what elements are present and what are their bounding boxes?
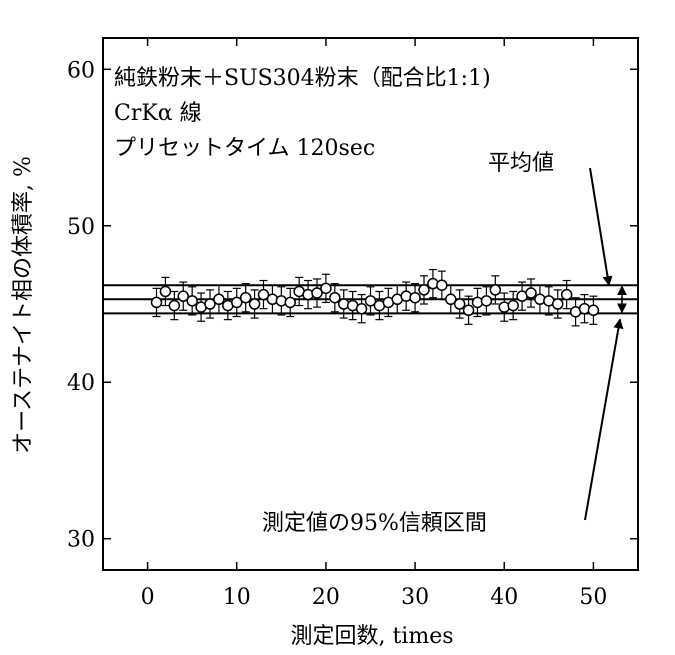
data-point <box>355 302 368 315</box>
y-tick-label: 60 <box>67 58 95 83</box>
data-point <box>150 296 163 309</box>
chart-title-line-3: プリセットタイム 120sec <box>114 136 375 161</box>
data-point <box>462 304 475 317</box>
data-point <box>329 291 341 304</box>
data-point <box>248 298 261 310</box>
data-point <box>587 304 600 317</box>
data-point <box>177 290 189 302</box>
data-point <box>409 291 421 304</box>
data-point <box>480 295 493 307</box>
x-tick-label: 0 <box>141 585 155 610</box>
data-point <box>507 299 519 312</box>
x-tick-label: 40 <box>490 585 518 610</box>
data-point <box>284 296 296 309</box>
data-point <box>186 295 198 307</box>
data-point <box>552 298 564 310</box>
plot-area <box>103 167 638 521</box>
ci-annotation-arrow <box>584 318 624 521</box>
x-tick-label: 50 <box>579 585 607 610</box>
data-point <box>489 284 502 296</box>
mean-arrow <box>589 167 613 287</box>
data-point <box>525 287 537 299</box>
y-tick-label: 30 <box>67 528 95 553</box>
x-tick-label: 20 <box>312 585 340 610</box>
data-point <box>231 296 243 309</box>
x-tick-label: 10 <box>223 585 251 610</box>
data-point <box>364 295 377 307</box>
data-point <box>418 284 430 296</box>
ci-annotation-label: 測定値の95%信頼区間 <box>262 511 487 536</box>
chart-title-line-1: 純鉄粉末＋SUS304粉末（配合比1:1) <box>114 66 491 91</box>
data-point <box>239 291 252 304</box>
y-axis-title: オーステナイト相の体積率, % <box>11 156 36 454</box>
data-point <box>311 287 323 299</box>
x-tick-label: 30 <box>401 585 429 610</box>
data-point <box>445 293 457 306</box>
data-point <box>204 298 216 310</box>
data-point <box>560 288 573 301</box>
axes: 0 10 20 30 40 50 30 40 50 60 <box>67 37 639 610</box>
data-point <box>213 293 225 306</box>
y-tick-label: 50 <box>67 215 95 240</box>
data-point <box>159 285 172 298</box>
data-point <box>168 299 181 312</box>
data-point <box>320 282 332 295</box>
plot-frame <box>102 37 639 571</box>
mean-annotation-label: 平均値 <box>488 151 554 176</box>
x-axis-title: 測定回数, times <box>290 624 453 649</box>
data-point <box>257 288 270 301</box>
chart-title-line-2: CrKα 線 <box>114 101 202 126</box>
data-point <box>436 279 448 291</box>
y-tick-label: 40 <box>67 371 95 396</box>
data-point <box>453 298 466 310</box>
